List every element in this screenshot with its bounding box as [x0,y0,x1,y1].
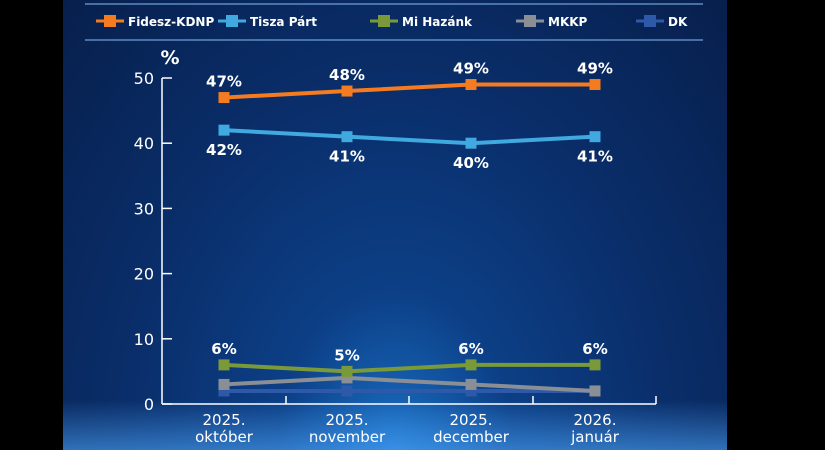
legend-marker-0 [104,15,116,27]
data-label-0-2: 49% [453,60,489,78]
data-point-0-2 [465,79,477,91]
x-tick-label-month-3: január [570,428,620,446]
series-line-Mi Hazánk [223,362,595,374]
data-point-2-1 [341,365,353,377]
data-point-3-0 [218,378,230,390]
legend-label-4: DK [668,15,688,29]
x-tick-label-month-1: november [309,428,386,446]
data-point-2-3 [589,359,601,371]
x-tick-label-year-0: 2025. [203,411,246,429]
data-point-4-1 [341,385,353,397]
y-tick-label-40: 40 [134,134,154,153]
data-point-3-3 [589,385,601,397]
bottom-glow [63,400,727,450]
data-point-1-3 [589,131,601,143]
legend-label-0: Fidesz-KDNP [128,15,214,29]
y-tick-label-10: 10 [134,330,154,349]
chart-background: Fidesz-KDNP Tisza Párt Mi Hazánk MKKP DK% 0 10… [63,0,727,450]
data-point-4-0 [218,385,230,397]
x-tick-label-month-2: december [433,428,510,446]
data-point-3-1 [341,372,353,384]
data-label-2-3: 6% [582,340,607,358]
series-line-Tisza Párt [223,128,596,146]
legend-label-2: Mi Hazánk [402,15,473,29]
data-point-2-2 [465,359,477,371]
legend-marker-2 [378,15,390,27]
legend-label-3: MKKP [548,15,588,29]
y-tick-label-30: 30 [134,199,154,218]
legend-marker-4 [644,15,656,27]
data-point-3-2 [465,378,477,390]
data-label-2-0: 6% [211,340,236,358]
data-label-0-3: 49% [577,60,613,78]
data-point-1-1 [341,131,353,143]
y-tick-label-50: 50 [134,69,154,88]
data-point-1-0 [218,124,230,136]
data-label-0-1: 48% [329,66,365,84]
legend-label-1: Tisza Párt [250,15,317,29]
legend-marker-3 [524,15,536,27]
series-line-Fidesz-KDNP [223,82,595,100]
data-point-1-2 [465,137,477,149]
data-point-0-3 [589,79,601,91]
data-label-0-0: 47% [206,73,242,91]
x-tick-label-year-2: 2025. [450,411,493,429]
legend-marker-1 [226,15,238,27]
data-label-2-2: 6% [458,340,483,358]
x-tick-label-month-0: október [195,428,254,446]
data-label-1-1: 41% [329,148,365,166]
data-point-0-0 [218,92,230,104]
data-label-1-2: 40% [453,154,489,172]
data-label-1-3: 41% [577,148,613,166]
data-label-2-1: 5% [334,346,359,364]
data-point-2-0 [218,359,230,371]
data-point-4-2 [465,385,477,397]
y-tick-label-20: 20 [134,265,154,284]
line-chart: Fidesz-KDNP Tisza Párt Mi Hazánk MKKP DK% 0 10… [85,3,703,446]
x-tick-label-year-3: 2026. [574,411,617,429]
data-label-1-0: 42% [206,141,242,159]
series-line-MKKP [223,375,596,393]
y-tick-label-0: 0 [144,395,154,414]
y-axis-unit-label: % [160,47,179,69]
x-tick-label-year-1: 2025. [326,411,369,429]
data-point-0-1 [341,85,353,97]
